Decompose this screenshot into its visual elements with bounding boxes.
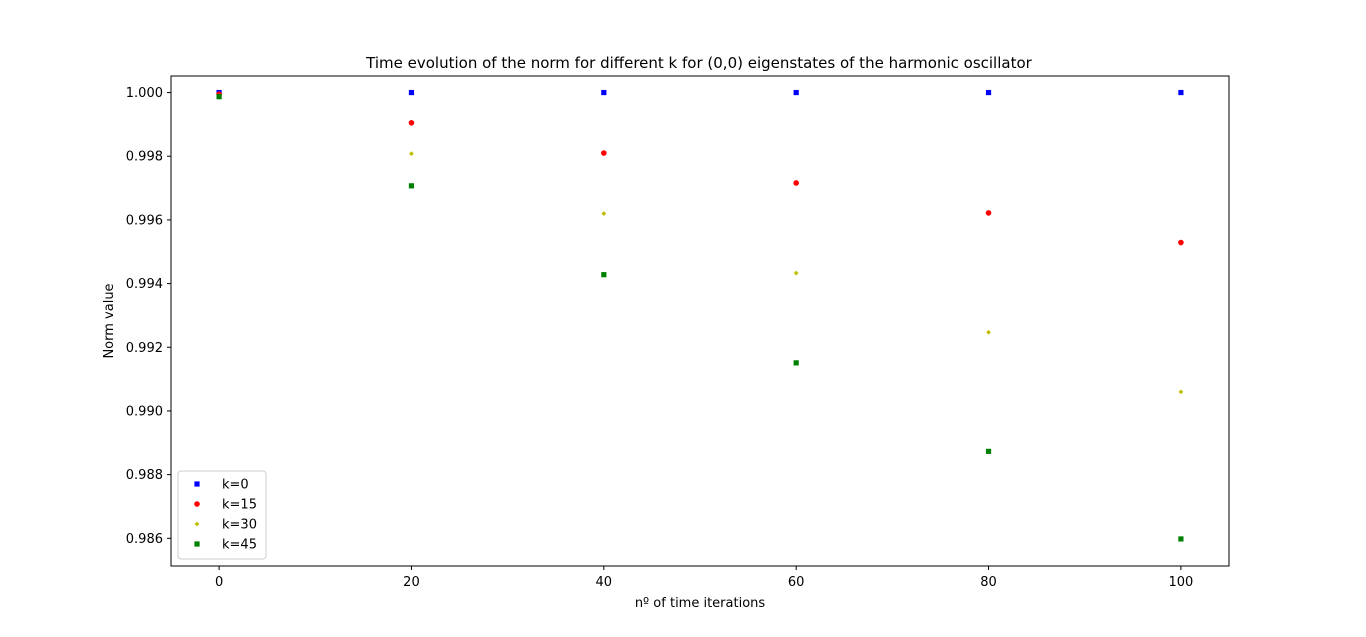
x-tick-label: 60 xyxy=(788,575,805,590)
data-point-k45 xyxy=(793,360,799,366)
data-point-k30 xyxy=(793,270,799,276)
legend-marker xyxy=(194,541,200,547)
y-tick-label: 0.998 xyxy=(126,150,163,165)
legend-marker xyxy=(194,521,200,527)
legend-label: k=15 xyxy=(222,498,257,513)
data-point-k0 xyxy=(985,89,992,96)
legend-box xyxy=(177,470,267,560)
data-points xyxy=(216,89,1184,542)
y-axis-label: Norm value xyxy=(102,283,117,358)
chart-title: Time evolution of the norm for different… xyxy=(365,54,1032,72)
data-point-k15 xyxy=(601,150,607,156)
data-point-k0 xyxy=(1178,89,1184,96)
data-point-k0 xyxy=(408,89,415,96)
data-point-k45 xyxy=(985,448,992,454)
legend-marker xyxy=(194,501,200,507)
legend: k=0 k=15 k=30 k=45 xyxy=(177,470,267,560)
y-tick-label: 0.992 xyxy=(126,341,163,356)
data-point-k30 xyxy=(409,151,414,157)
plot-area xyxy=(170,75,1230,567)
data-point-k15 xyxy=(793,180,799,186)
y-axis: 0.986 0.988 0.990 0.992 0.994 0.996 0.998 1.000 xyxy=(126,86,171,547)
x-tick-label: 40 xyxy=(596,575,613,590)
x-tick-label: 0 xyxy=(215,575,223,590)
data-point-k45 xyxy=(1178,536,1184,542)
data-point-k0 xyxy=(601,89,607,96)
legend-label: k=30 xyxy=(222,518,257,533)
data-point-k30 xyxy=(1178,389,1184,395)
y-tick-label: 0.986 xyxy=(126,532,163,547)
y-tick-label: 0.988 xyxy=(126,468,163,483)
data-point-k15 xyxy=(408,120,415,126)
y-tick-label: 0.994 xyxy=(126,277,163,292)
data-point-k45 xyxy=(216,94,222,100)
x-tick-label: 20 xyxy=(403,575,420,590)
data-point-k45 xyxy=(601,272,607,278)
y-tick-label: 1.000 xyxy=(126,86,163,101)
data-point-k30 xyxy=(601,211,607,216)
legend-marker xyxy=(194,481,200,487)
data-point-k45 xyxy=(408,183,415,189)
data-point-k0 xyxy=(793,89,799,96)
x-tick-label: 80 xyxy=(980,575,997,590)
y-tick-label: 0.990 xyxy=(126,404,163,419)
x-axis: 0 20 40 60 80 100 xyxy=(215,566,1193,590)
legend-label: k=0 xyxy=(222,478,249,493)
data-point-k15 xyxy=(1178,239,1184,246)
y-tick-label: 0.996 xyxy=(126,213,163,228)
data-point-k30 xyxy=(986,329,991,335)
legend-label: k=45 xyxy=(222,538,257,553)
x-tick-label: 100 xyxy=(1168,575,1193,590)
data-point-k15 xyxy=(985,210,992,216)
x-axis-label: nº of time iterations xyxy=(635,596,766,611)
